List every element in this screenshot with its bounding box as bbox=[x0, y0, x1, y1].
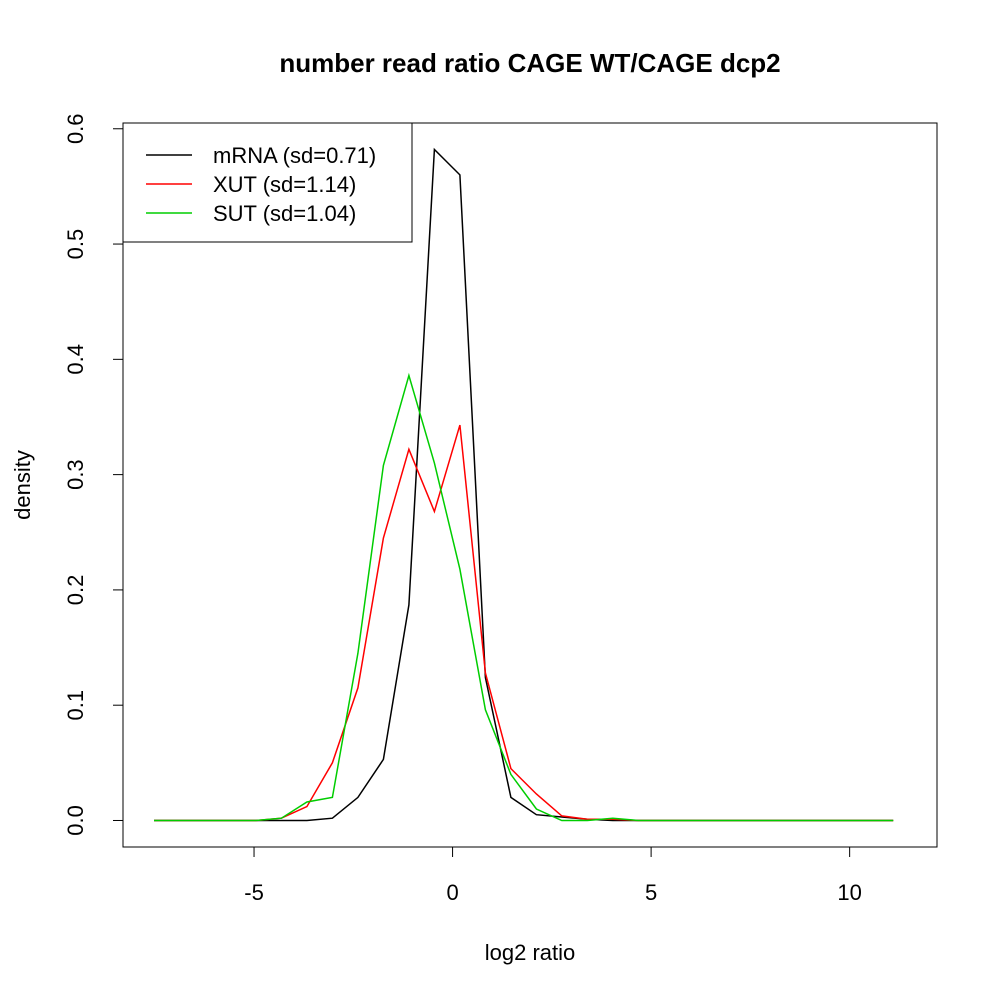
x-tick-label: 0 bbox=[446, 880, 458, 905]
y-tick-label: 0.6 bbox=[63, 113, 88, 144]
y-tick-label: 0.0 bbox=[63, 805, 88, 836]
y-tick-label: 0.1 bbox=[63, 690, 88, 721]
y-tick-label: 0.4 bbox=[63, 344, 88, 375]
y-tick-label: 0.2 bbox=[63, 575, 88, 606]
chart-title: number read ratio CAGE WT/CAGE dcp2 bbox=[279, 48, 780, 78]
series-line-0 bbox=[154, 147, 894, 822]
legend-label-2: SUT (sd=1.04) bbox=[213, 201, 356, 226]
legend-label-0: mRNA (sd=0.71) bbox=[213, 143, 376, 168]
legend-label-1: XUT (sd=1.14) bbox=[213, 172, 356, 197]
y-axis-label: density bbox=[10, 450, 35, 520]
y-tick-label: 0.3 bbox=[63, 459, 88, 490]
legend: mRNA (sd=0.71) XUT (sd=1.14) SUT (sd=1.04) bbox=[122, 122, 413, 243]
y-tick-label: 0.5 bbox=[63, 229, 88, 260]
legend-box bbox=[122, 122, 413, 243]
x-tick-label: 5 bbox=[645, 880, 657, 905]
x-axis-label: log2 ratio bbox=[485, 940, 576, 965]
x-tick-label: 10 bbox=[837, 880, 861, 905]
x-tick-label: -5 bbox=[244, 880, 264, 905]
series-line-1 bbox=[154, 424, 894, 822]
series-line-2 bbox=[154, 372, 894, 822]
